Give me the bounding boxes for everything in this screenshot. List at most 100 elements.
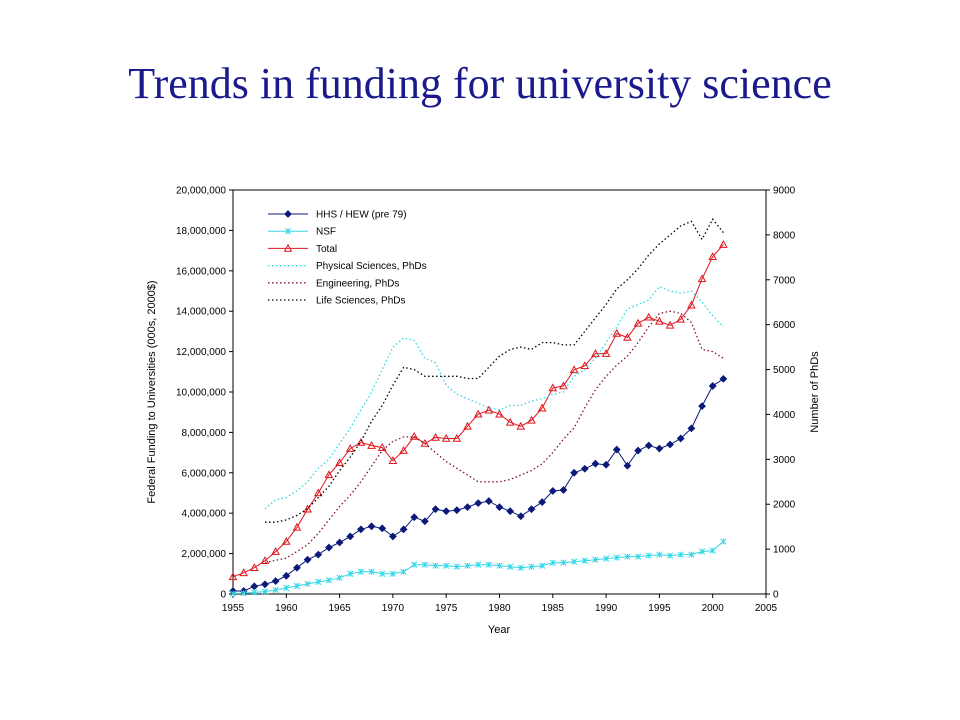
- total-point: [313, 488, 323, 497]
- y-tick-label: 2,000,000: [182, 549, 227, 560]
- nsf-point: [443, 562, 450, 569]
- total-point: [452, 433, 462, 442]
- total-point: [260, 556, 270, 564]
- total-point: [283, 243, 293, 252]
- y2-tick-label: 7000: [773, 275, 796, 286]
- hhs-point: [463, 503, 472, 512]
- total-point: [388, 456, 398, 464]
- nsf-point: [315, 578, 322, 586]
- nsf-point: [528, 563, 535, 570]
- y2-tick-label: 5000: [773, 365, 796, 376]
- nsf-point: [379, 570, 386, 577]
- nsf-point: [229, 590, 237, 597]
- legend-item: Life Sciences, PhDs: [268, 296, 406, 307]
- total-point: [591, 349, 600, 357]
- total-point: [527, 415, 536, 424]
- legend-item: Physical Sciences, PhDs: [268, 261, 427, 272]
- total-point: [633, 318, 643, 327]
- nsf-point: [368, 568, 375, 575]
- nsf-point: [602, 555, 610, 562]
- legend: HHS / HEW (pre 79) NSF Total Physical Scien…: [268, 210, 427, 307]
- hhs-point: [719, 374, 728, 383]
- total-point: [665, 320, 675, 329]
- hhs-point: [708, 382, 717, 390]
- total-point: [249, 563, 259, 572]
- hhs-point: [410, 513, 419, 522]
- nsf-point: [656, 551, 663, 558]
- total-point: [473, 409, 483, 418]
- total-series-line: [232, 244, 724, 578]
- total-point: [377, 443, 387, 451]
- hhs-point: [335, 538, 344, 547]
- nsf-point: [389, 570, 397, 577]
- y-tick-label: 8,000,000: [182, 428, 227, 439]
- legend-label: Life Sciences, PhDs: [316, 296, 406, 307]
- nsf-point: [421, 561, 429, 568]
- nsf-point: [581, 557, 588, 564]
- hhs-point: [314, 550, 323, 559]
- x-tick-label: 1955: [222, 603, 245, 614]
- nsf-point: [560, 559, 567, 566]
- hhs-point: [271, 577, 280, 585]
- y2-tick-label: 1000: [773, 545, 796, 556]
- nsf-point: [645, 552, 652, 559]
- total-point: [697, 274, 707, 283]
- hhs-point: [484, 497, 493, 505]
- nsf-point: [677, 551, 684, 558]
- x-tick-label: 1985: [542, 603, 565, 614]
- total-point: [420, 438, 430, 447]
- total-point: [335, 458, 344, 466]
- nsf-point: [624, 553, 631, 560]
- hhs-point: [676, 434, 685, 443]
- engineering-line-group: [264, 310, 724, 564]
- total-point: [367, 441, 376, 449]
- hhs-point: [325, 543, 333, 552]
- hhs-point: [612, 445, 621, 454]
- nsf-point: [304, 580, 311, 588]
- total-point: [271, 547, 280, 555]
- hhs-point: [666, 440, 674, 449]
- nsf-point: [411, 561, 418, 568]
- nsf-point: [634, 553, 642, 560]
- total-point: [399, 446, 408, 454]
- legend-label: NSF: [316, 227, 336, 238]
- total-point: [537, 403, 547, 412]
- hhs-point: [250, 582, 259, 591]
- nsf-point: [325, 577, 333, 584]
- nsf-point: [517, 564, 524, 571]
- legend-label: Engineering, PhDs: [316, 278, 399, 289]
- nsf-point: [613, 554, 620, 561]
- hhs-point: [655, 444, 664, 453]
- total-point: [356, 437, 366, 446]
- total-point: [559, 381, 568, 390]
- hhs-point: [284, 210, 292, 218]
- total-point: [569, 365, 579, 374]
- nsf-point: [496, 562, 503, 569]
- nsf-point: [336, 574, 343, 581]
- hhs-point: [623, 461, 632, 470]
- y-tick-label: 14,000,000: [176, 307, 226, 318]
- y2-tick-label: 9000: [773, 186, 796, 197]
- total-point: [516, 421, 526, 430]
- hhs-point: [634, 446, 642, 455]
- y2-tick-label: 2000: [773, 500, 796, 511]
- hhs-point: [580, 464, 589, 473]
- y-axis-label: Federal Funding to Universities (000s, 2…: [146, 280, 158, 503]
- hhs-series-line-group: [229, 374, 728, 595]
- nsf-point: [709, 547, 716, 554]
- hhs-point: [559, 486, 568, 494]
- hhs-point: [442, 507, 451, 516]
- y-tick-label: 16,000,000: [176, 266, 226, 277]
- legend-item: Engineering, PhDs: [268, 278, 399, 289]
- hhs-point: [388, 532, 397, 541]
- total-point: [708, 252, 718, 260]
- total-point: [409, 431, 419, 440]
- total-point: [495, 409, 504, 418]
- slide-title: Trends in funding for university science: [128, 59, 832, 108]
- nsf-point: [400, 568, 407, 575]
- y2-axis-label: Number of PhDs: [809, 351, 821, 433]
- hhs-point: [644, 441, 653, 450]
- engineering-line: [264, 310, 724, 564]
- nsf-point: [475, 561, 482, 568]
